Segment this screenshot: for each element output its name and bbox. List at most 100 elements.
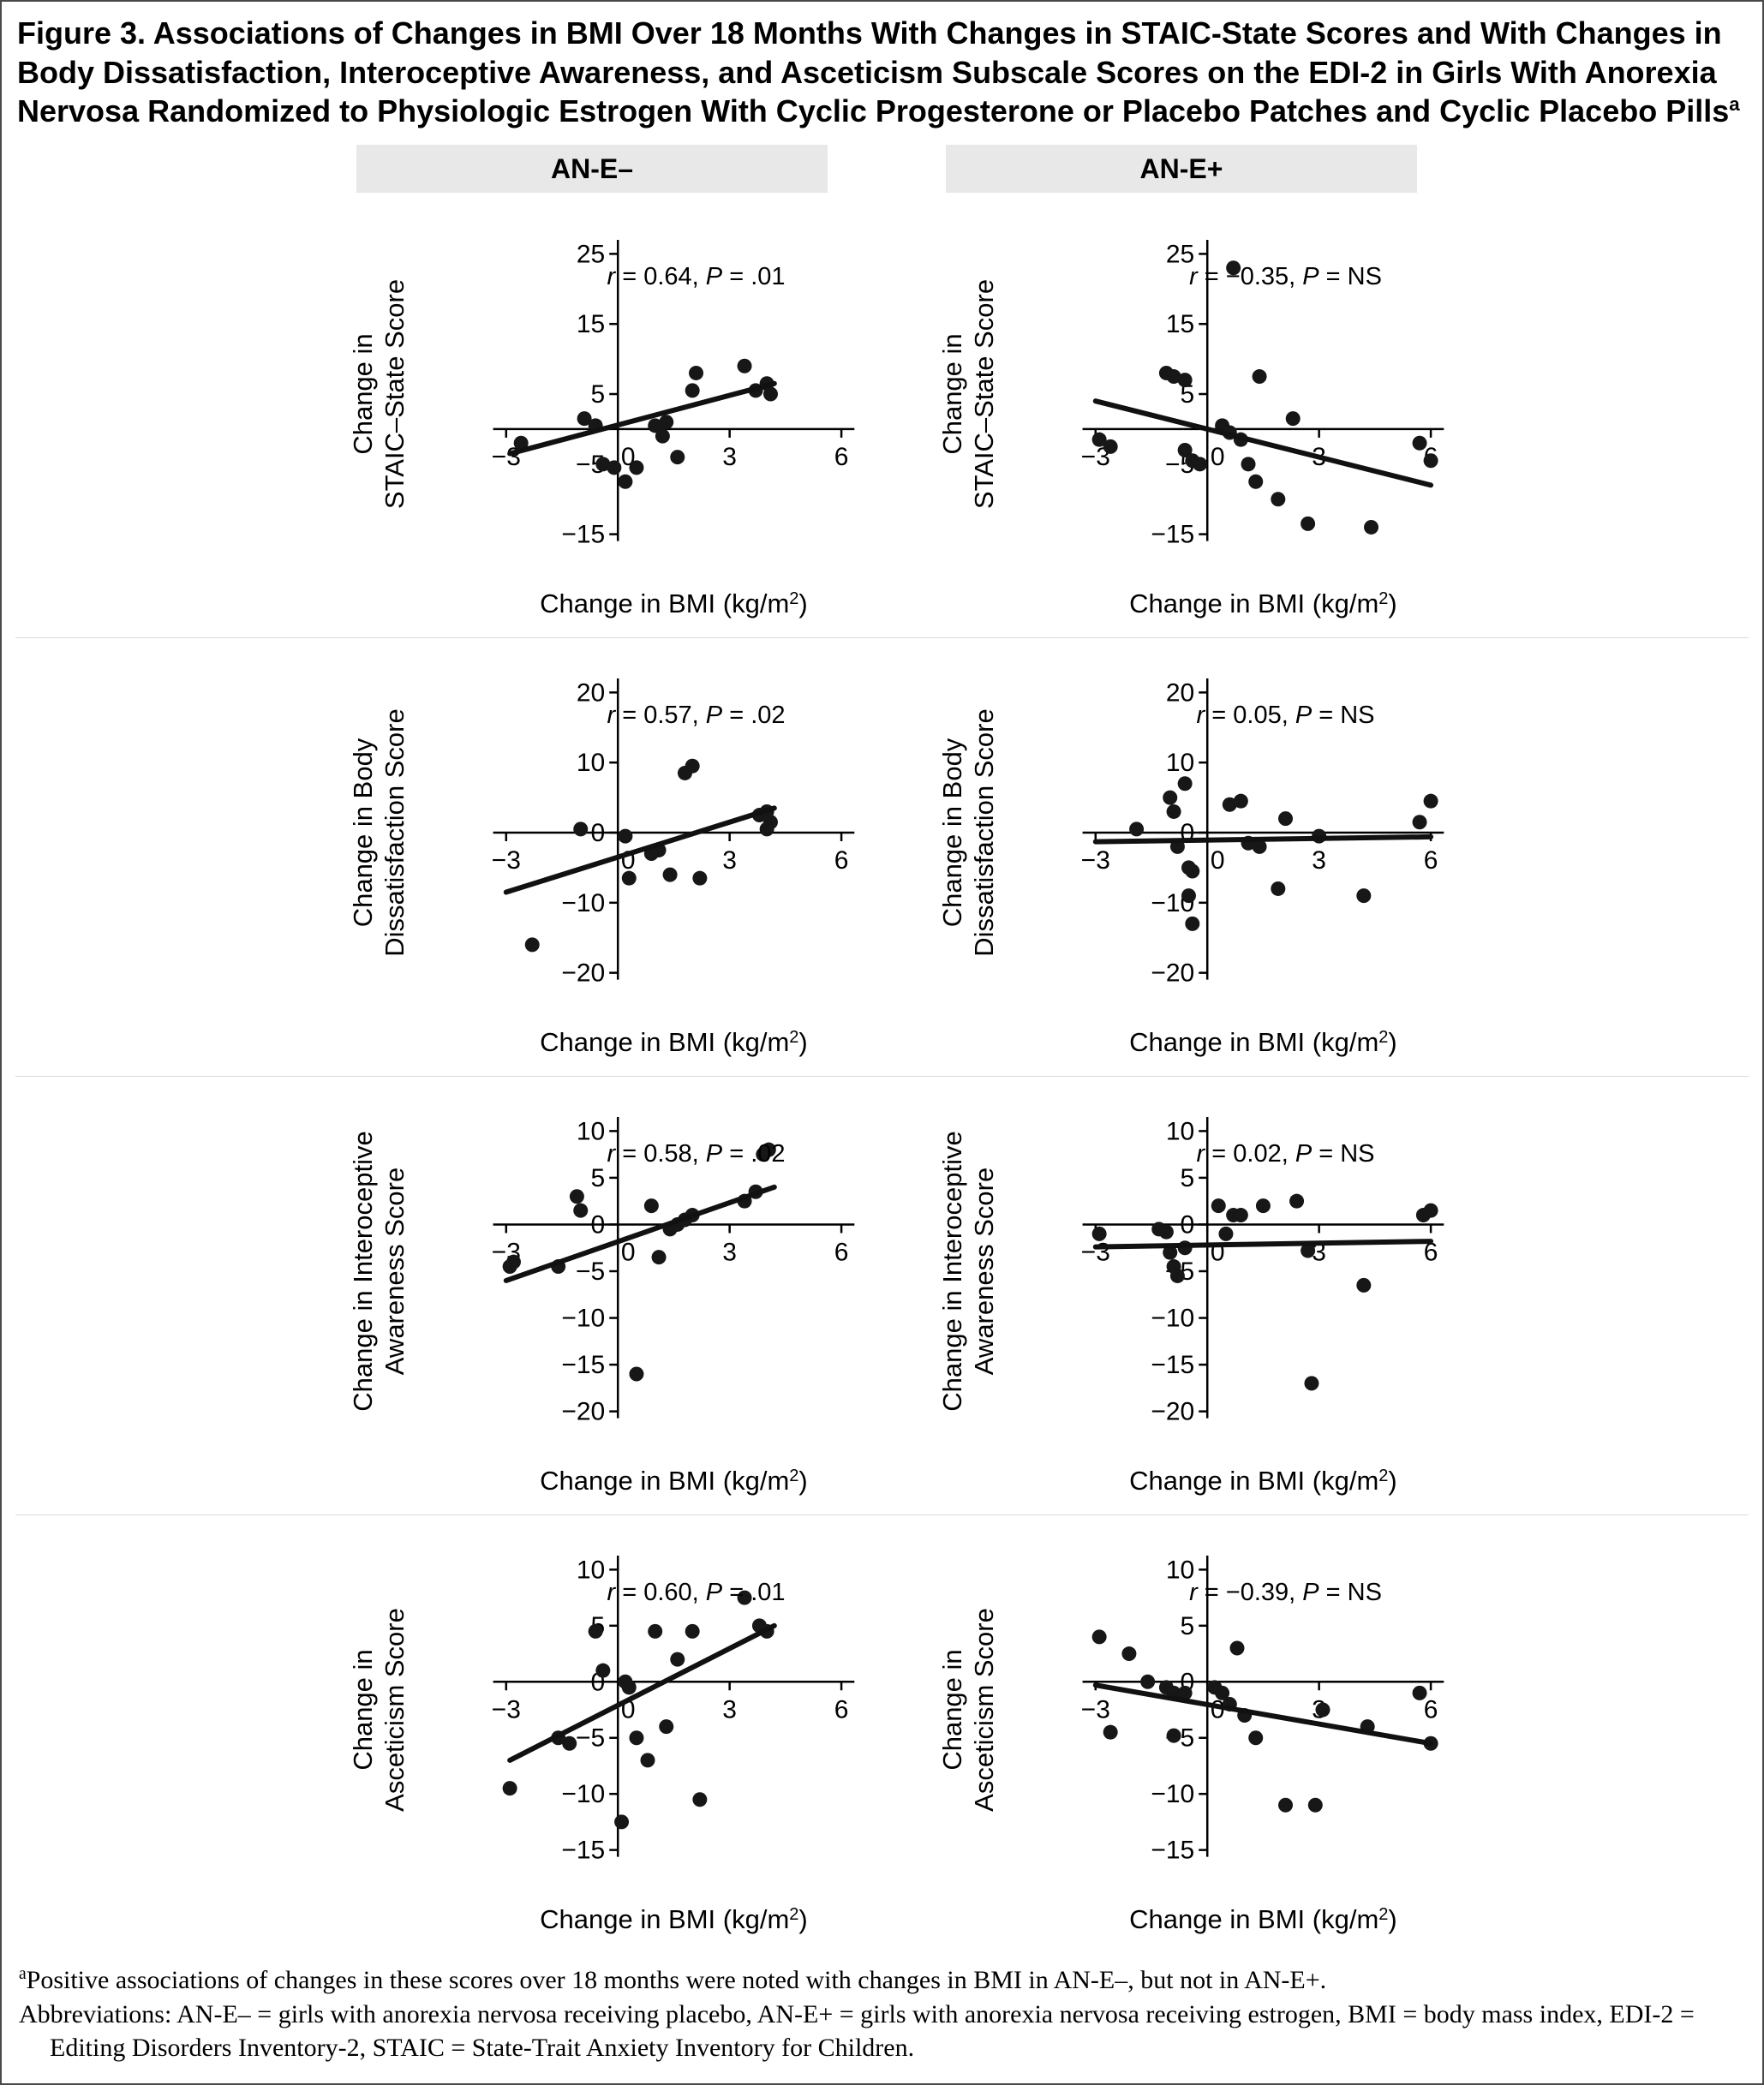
data-point: [618, 828, 633, 844]
data-point: [1185, 917, 1200, 932]
x-axis-title: Change in BMI (kg/m2): [540, 1466, 808, 1496]
data-point: [629, 1730, 644, 1746]
trend-line: [1092, 1239, 1434, 1250]
y-tick-label: −20: [561, 1398, 605, 1426]
data-point: [573, 1203, 589, 1218]
y-axis-title-line: Asceticism Score: [969, 1608, 999, 1812]
data-point: [505, 1254, 521, 1270]
data-point: [692, 1792, 708, 1807]
y-tick-label: −15: [561, 1351, 605, 1379]
data-point: [1233, 793, 1248, 809]
x-tick-label: −3: [492, 1695, 521, 1724]
y-axis-title-line: Change in Body: [937, 738, 967, 927]
data-point: [1423, 453, 1438, 469]
data-point: [685, 383, 700, 398]
footnote-a-text: Positive associations of changes in thes…: [26, 1966, 1327, 1995]
data-point: [1211, 1198, 1226, 1214]
data-point: [1271, 492, 1286, 507]
column-headers: AN-E– AN-E+: [348, 145, 1749, 194]
data-point: [618, 474, 633, 489]
data-point: [588, 1624, 603, 1640]
data-point: [685, 758, 700, 774]
data-point: [1166, 804, 1181, 820]
data-point: [621, 1680, 637, 1695]
data-point: [1193, 457, 1208, 472]
y-tick-label: −15: [561, 1837, 605, 1865]
data-point: [1158, 1224, 1174, 1240]
y-tick-label: −20: [1151, 1398, 1194, 1426]
data-point: [689, 366, 704, 381]
y-axis-title-line: Change in Interoceptive: [937, 1131, 967, 1411]
x-tick-label: −3: [492, 846, 521, 875]
data-point: [761, 1142, 776, 1157]
x-axis-title: Change in BMI (kg/m2): [1129, 1904, 1397, 1934]
correlation-annotation: r = 0.58, P = .02: [607, 1140, 786, 1168]
y-tick-label: 5: [591, 1164, 606, 1192]
data-point: [614, 1814, 630, 1830]
trend-line: [507, 380, 777, 457]
data-point: [577, 411, 592, 427]
footnote-abbreviations: Abbreviations: AN-E– = girls with anorex…: [19, 1999, 1695, 2063]
x-tick-label: 3: [1312, 846, 1326, 875]
data-point: [1412, 1686, 1427, 1701]
data-point: [648, 418, 663, 433]
data-point: [502, 1781, 517, 1796]
data-point: [524, 937, 540, 953]
chart-row-interoceptive-awareness: −3 0 3 6 −20 −15 −10 −5 0 5 10 r = 0.58, P = .02 Cha…: [15, 1077, 1749, 1516]
data-point: [573, 821, 589, 837]
data-point: [1356, 888, 1372, 904]
x-axis-title: Change in BMI (kg/m2): [540, 1027, 808, 1057]
data-point: [1233, 1208, 1248, 1223]
x-tick-label: 6: [1424, 1239, 1438, 1267]
data-point: [1177, 776, 1193, 792]
column-header-cell-left: AN-E–: [348, 145, 879, 194]
data-point: [1166, 1728, 1181, 1743]
data-point: [1252, 369, 1267, 385]
x-tick-label: 6: [834, 443, 849, 471]
data-point: [1091, 1629, 1107, 1645]
data-point: [1412, 435, 1427, 451]
x-tick-label: 3: [722, 1239, 737, 1267]
data-point: [1140, 1674, 1156, 1689]
data-point: [595, 457, 611, 472]
trend-line: [1092, 1682, 1434, 1747]
data-point: [1364, 520, 1379, 535]
data-point: [659, 415, 674, 430]
data-point: [1166, 369, 1181, 385]
data-point: [737, 358, 752, 373]
data-point: [1163, 790, 1178, 805]
y-tick-label: −15: [1151, 521, 1194, 549]
data-point: [1129, 821, 1145, 837]
x-axis-title: Change in BMI (kg/m2): [1129, 1027, 1397, 1057]
x-tick-label: 0: [1211, 443, 1225, 471]
data-point: [1252, 839, 1267, 855]
data-point: [1177, 1686, 1193, 1701]
y-axis-title-line: Change in: [348, 333, 378, 454]
data-point: [569, 1189, 584, 1204]
footnote-a: aPositive associations of changes in the…: [19, 1963, 1745, 1998]
y-axis-title-line: Asceticism Score: [380, 1608, 410, 1812]
y-tick-label: 0: [1181, 1211, 1195, 1240]
chart-row-staic: −3 0 3 6 −15 −5 5 15 25 r = 0.64, P = .01 Change i…: [15, 200, 1749, 639]
y-tick-label: −20: [1151, 959, 1194, 988]
y-tick-label: −15: [561, 521, 605, 549]
data-point: [1307, 1797, 1323, 1813]
y-tick-label: −15: [1151, 1351, 1194, 1379]
data-point: [1222, 797, 1237, 812]
data-point: [1226, 260, 1241, 276]
data-point: [1423, 793, 1438, 809]
data-point: [1285, 411, 1301, 427]
y-axis-title-line: Awareness Score: [380, 1168, 410, 1375]
y-tick-label: 20: [577, 679, 605, 708]
y-tick-label: −10: [1151, 1780, 1194, 1808]
data-point: [1091, 1227, 1107, 1242]
data-point: [685, 1624, 700, 1640]
data-point: [1315, 1702, 1330, 1718]
figure-title-superscript: a: [1729, 93, 1740, 116]
x-axis-title: Change in BMI (kg/m2): [540, 588, 808, 618]
data-point: [1301, 517, 1316, 532]
x-tick-label: 6: [1424, 1695, 1438, 1724]
